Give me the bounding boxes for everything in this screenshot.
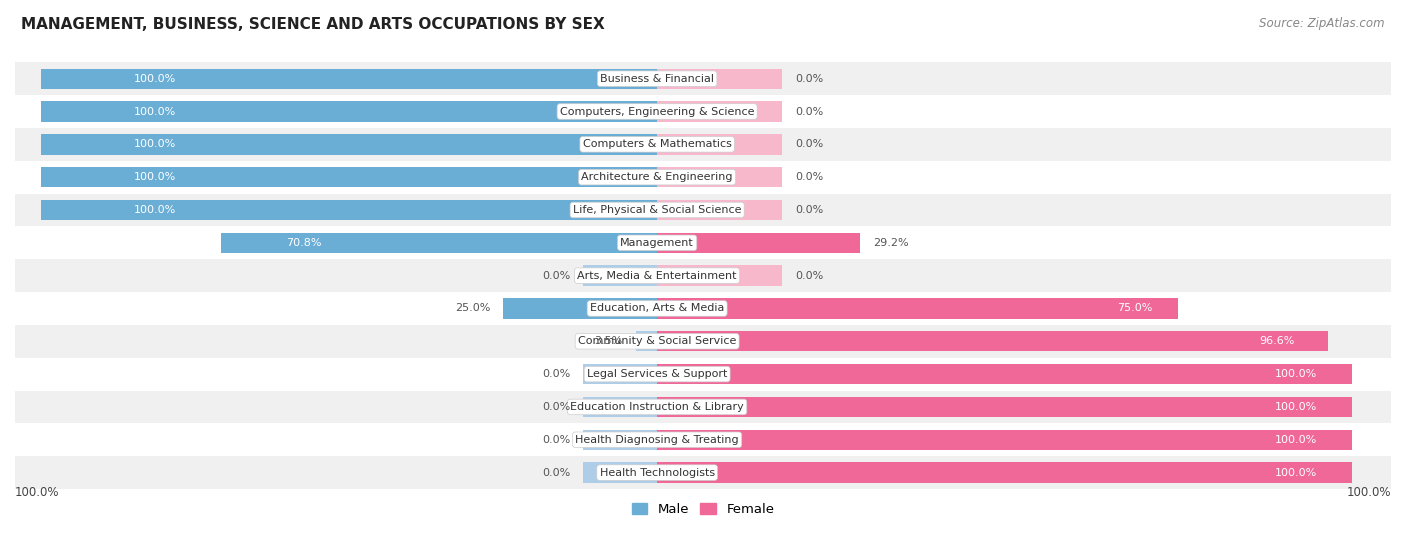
Bar (583, 266, 657, 286)
Text: Health Technologists: Health Technologists (599, 468, 714, 478)
Bar (657, 266, 782, 286)
Text: MANAGEMENT, BUSINESS, SCIENCE AND ARTS OCCUPATIONS BY SEX: MANAGEMENT, BUSINESS, SCIENCE AND ARTS O… (21, 17, 605, 32)
Bar (15, 456, 1391, 489)
Bar (657, 69, 782, 89)
Bar (15, 227, 1391, 259)
Bar (41, 69, 657, 89)
Bar (41, 102, 657, 122)
Text: 0.0%: 0.0% (541, 435, 569, 445)
Text: 100.0%: 100.0% (1347, 486, 1391, 499)
Bar (15, 259, 1391, 292)
Text: Legal Services & Support: Legal Services & Support (586, 369, 727, 379)
Bar (657, 299, 1178, 319)
Text: 0.0%: 0.0% (796, 271, 824, 281)
Bar (15, 194, 1391, 227)
Text: 100.0%: 100.0% (134, 74, 176, 84)
Bar (583, 397, 657, 417)
Text: Education Instruction & Library: Education Instruction & Library (571, 402, 744, 412)
Text: 100.0%: 100.0% (1275, 402, 1317, 412)
Bar (15, 161, 1391, 194)
Text: 75.0%: 75.0% (1116, 304, 1152, 314)
Text: Life, Physical & Social Science: Life, Physical & Social Science (572, 205, 741, 215)
Bar (657, 364, 1351, 384)
Bar (657, 463, 1351, 483)
Text: 100.0%: 100.0% (134, 107, 176, 117)
Text: Computers, Engineering & Science: Computers, Engineering & Science (560, 107, 755, 117)
Bar (583, 463, 657, 483)
Bar (657, 397, 1351, 417)
Text: Health Diagnosing & Treating: Health Diagnosing & Treating (575, 435, 740, 445)
Bar (15, 358, 1391, 391)
Bar (657, 102, 782, 122)
Text: Computers & Mathematics: Computers & Mathematics (582, 140, 731, 150)
Text: Education, Arts & Media: Education, Arts & Media (591, 304, 724, 314)
Text: 0.0%: 0.0% (541, 369, 569, 379)
Text: 0.0%: 0.0% (796, 74, 824, 84)
Text: 100.0%: 100.0% (1275, 369, 1317, 379)
Text: 0.0%: 0.0% (796, 172, 824, 182)
Bar (15, 292, 1391, 325)
Text: Management: Management (620, 238, 695, 248)
Bar (636, 331, 657, 352)
Text: 25.0%: 25.0% (454, 304, 491, 314)
Text: 0.0%: 0.0% (796, 107, 824, 117)
Bar (41, 167, 657, 187)
Bar (15, 128, 1391, 161)
Text: 29.2%: 29.2% (873, 238, 908, 248)
Bar (503, 299, 657, 319)
Bar (657, 233, 860, 253)
Text: 100.0%: 100.0% (15, 486, 59, 499)
Text: 0.0%: 0.0% (796, 205, 824, 215)
Text: Arts, Media & Entertainment: Arts, Media & Entertainment (578, 271, 737, 281)
Bar (657, 331, 1329, 352)
Bar (15, 325, 1391, 358)
Bar (657, 430, 1351, 450)
Legend: Male, Female: Male, Female (626, 498, 780, 522)
Bar (15, 391, 1391, 424)
Text: Business & Financial: Business & Financial (600, 74, 714, 84)
Bar (15, 424, 1391, 456)
Bar (657, 167, 782, 187)
Text: Community & Social Service: Community & Social Service (578, 336, 737, 347)
Bar (583, 430, 657, 450)
Bar (41, 134, 657, 155)
Bar (221, 233, 657, 253)
Text: 0.0%: 0.0% (541, 271, 569, 281)
Text: 0.0%: 0.0% (541, 402, 569, 412)
Bar (583, 364, 657, 384)
Text: 96.6%: 96.6% (1260, 336, 1295, 347)
Bar (657, 134, 782, 155)
Text: 70.8%: 70.8% (287, 238, 322, 248)
Bar (657, 200, 782, 220)
Text: Architecture & Engineering: Architecture & Engineering (582, 172, 733, 182)
Text: 100.0%: 100.0% (1275, 468, 1317, 478)
Bar (15, 62, 1391, 95)
Text: 3.5%: 3.5% (595, 336, 623, 347)
Text: 0.0%: 0.0% (796, 140, 824, 150)
Bar (15, 95, 1391, 128)
Text: 100.0%: 100.0% (134, 172, 176, 182)
Text: 100.0%: 100.0% (134, 205, 176, 215)
Text: 0.0%: 0.0% (541, 468, 569, 478)
Text: 100.0%: 100.0% (134, 140, 176, 150)
Text: Source: ZipAtlas.com: Source: ZipAtlas.com (1260, 17, 1385, 30)
Bar (41, 200, 657, 220)
Text: 100.0%: 100.0% (1275, 435, 1317, 445)
